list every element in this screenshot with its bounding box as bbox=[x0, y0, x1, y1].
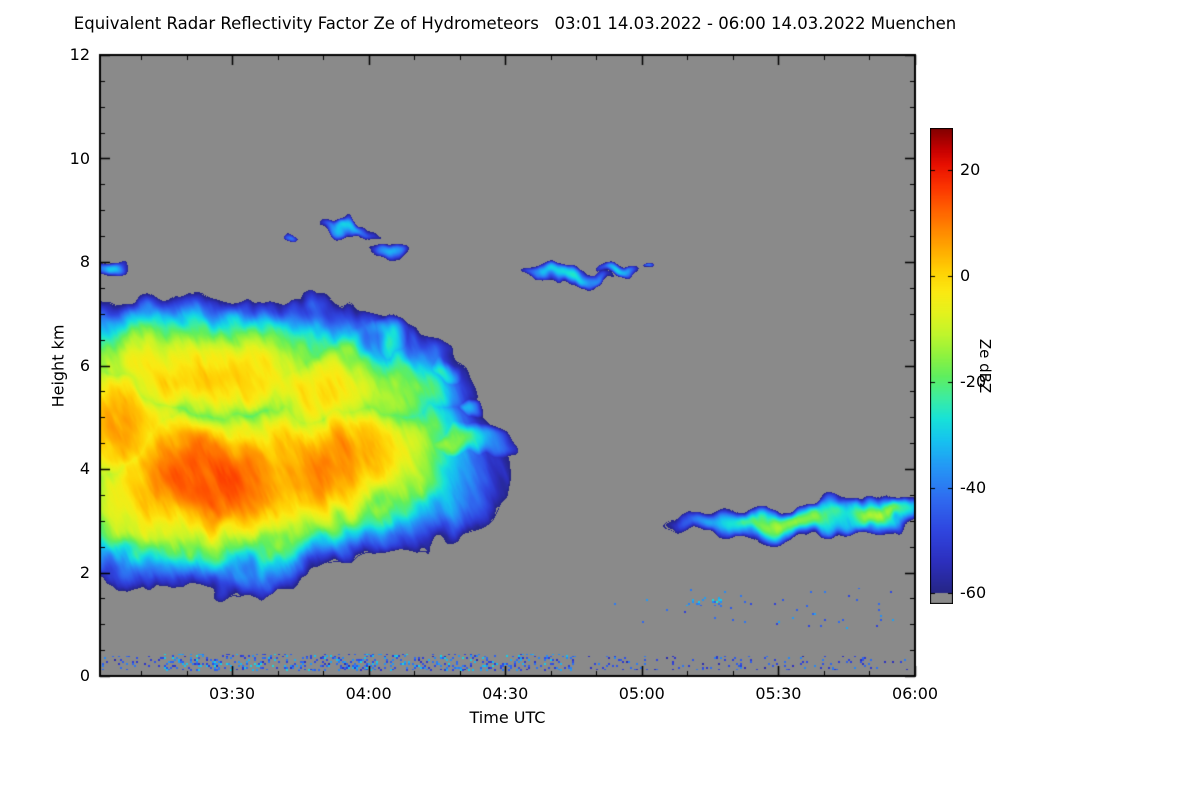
x-tick-label-2: 04:30 bbox=[482, 684, 529, 703]
y-tick-label-0: 0 bbox=[79, 666, 90, 685]
colorbar-tick-label-0: 20 bbox=[960, 160, 981, 180]
y-tick-label-4: 8 bbox=[79, 252, 90, 271]
x-tick-label-3: 05:00 bbox=[618, 684, 665, 703]
y-tick-label-1: 2 bbox=[79, 562, 90, 582]
colorbar-tick-label-1: 0 bbox=[960, 266, 971, 286]
x-axis-label: Time UTC bbox=[469, 708, 546, 727]
y-tick-label-5: 10 bbox=[69, 148, 90, 168]
colorbar-tick-label-3: -40 bbox=[960, 477, 987, 497]
colorbar-tick-label-4: -60 bbox=[960, 583, 987, 603]
colorbar-tick-label-2: -20 bbox=[960, 371, 987, 391]
y-tick-label-2: 4 bbox=[79, 459, 90, 478]
y-tick-label-3: 6 bbox=[79, 355, 90, 375]
x-tick-label-4: 05:30 bbox=[755, 684, 802, 703]
colorbar-canvas bbox=[930, 128, 953, 604]
x-tick-label-1: 04:00 bbox=[345, 684, 392, 703]
x-tick-label-5: 06:00 bbox=[891, 684, 939, 703]
x-tick-label-0: 03:30 bbox=[208, 684, 256, 703]
y-tick-label-6: 12 bbox=[69, 45, 90, 64]
